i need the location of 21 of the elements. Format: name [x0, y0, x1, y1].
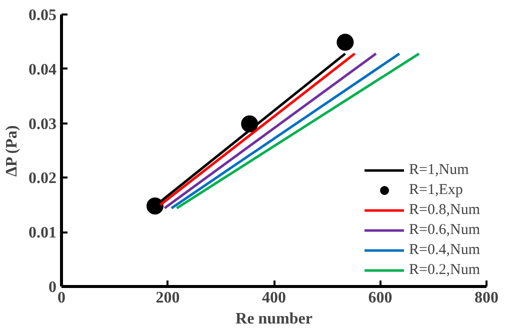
- legend-label: R=1,Exp: [409, 182, 463, 198]
- y-tick-label: 0.01: [28, 224, 56, 242]
- point: [146, 198, 164, 214]
- legend-label: R=0.6,Num: [409, 222, 480, 238]
- x-tick-label: 400: [262, 290, 286, 306]
- y-tick-label: 0.05: [28, 7, 56, 24]
- y-tick-label: 0.03: [28, 116, 56, 133]
- x-tick-label: 600: [368, 290, 392, 306]
- y-axis-title: ΔP (Pa): [4, 125, 20, 177]
- legend-label: R=1,Num: [409, 162, 469, 178]
- x-axis-title: Re number: [236, 310, 312, 328]
- y-tick-label: 0: [48, 279, 56, 296]
- legend-label: R=0.8,Num: [409, 202, 480, 218]
- y-tick-label: 0.04: [28, 61, 56, 78]
- legend-label: R=0.4,Num: [409, 242, 480, 258]
- point: [336, 34, 354, 51]
- x-tick-label: 200: [156, 290, 180, 306]
- y-tick-label: 0.02: [28, 170, 56, 188]
- legend-label: R=0.2,Num: [409, 262, 480, 278]
- x-tick-label: 800: [474, 290, 498, 306]
- point: [241, 115, 258, 132]
